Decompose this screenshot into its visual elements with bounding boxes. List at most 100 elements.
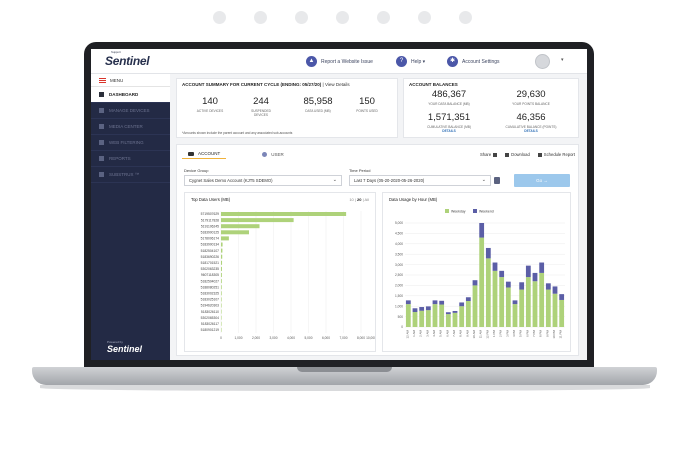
bar-weekday (512, 304, 518, 327)
laptop-notch (297, 367, 392, 372)
go-button[interactable]: Go → (514, 174, 570, 187)
bar-chart-icon (99, 92, 104, 97)
category-label: 5302063235 (201, 267, 220, 271)
download-icon (505, 152, 510, 157)
bar-weekday (465, 301, 471, 327)
tab-user[interactable]: USER (256, 150, 290, 159)
tick-label: 6 PM (525, 330, 529, 338)
bar (221, 212, 347, 216)
menu-toggle[interactable]: MENU (91, 74, 170, 87)
report-issue-label: Report a Website Issue (321, 58, 373, 65)
bar-weekend (492, 262, 498, 271)
sidebar-item-web-filtering[interactable]: WEB FILTERING (91, 135, 170, 151)
category-label: 5182504107 (201, 249, 220, 253)
device-group-select[interactable]: Cygnet Sales Demo Account (KJT5 SDEMO) ⌄ (184, 175, 342, 186)
bar (221, 260, 223, 265)
avatar[interactable] (535, 54, 550, 69)
tick-label: 10,000 (366, 336, 375, 340)
category-label: 5180901219 (201, 328, 220, 332)
toggle-all[interactable]: All (364, 197, 369, 202)
sidebar-item-substrux[interactable]: SUBSTRUX ™ (91, 167, 170, 183)
carousel-dot[interactable] (376, 11, 390, 24)
details-link[interactable]: DETAILS (524, 129, 538, 133)
balance-value: 1,571,351 (427, 112, 471, 123)
bar-weekend (452, 310, 458, 313)
bar-weekday (505, 287, 511, 327)
sidebar-item-label: SUBSTRUX ™ (109, 172, 140, 177)
sidebar-item-reports[interactable]: REPORTS (91, 151, 170, 167)
stat-label: DATA USED (MB) (305, 109, 331, 113)
carousel-dot[interactable] (335, 11, 349, 24)
chart-title: Top Data Users (MB) (191, 197, 231, 202)
download-button[interactable]: Download (505, 152, 530, 157)
sidebar-item-media-center[interactable]: MEDIA CENTER (91, 119, 170, 135)
cube-icon (99, 172, 104, 177)
hamburger-icon (99, 77, 106, 83)
category-label: 5183025107 (201, 298, 220, 302)
stat-label: SUSPENDED DEVICES (251, 109, 271, 117)
tick-label: 4,000 (395, 242, 403, 246)
details-link[interactable]: DETAILS (442, 129, 456, 133)
chevron-down-icon[interactable]: ▾ (561, 57, 564, 63)
carousel-dot[interactable] (212, 11, 226, 24)
bar (221, 266, 222, 271)
sidebar-footer-logo: Powered by Sentinel (107, 340, 142, 354)
stat-value: 140 (202, 96, 218, 107)
report-tabs: ACCOUNT USER (182, 148, 290, 160)
help-label: Help ▾ (411, 58, 426, 65)
schedule-report-button[interactable]: Schedule Report (537, 152, 575, 157)
category-label: 5719507629 (201, 212, 220, 216)
sidebar-item-dashboard[interactable]: DASHBOARD (91, 87, 170, 103)
view-details-link[interactable]: | View Details (322, 82, 350, 87)
bar-weekend (412, 308, 418, 313)
time-period-value: Last 7 Days (05-20-2020-05-26-2020) (354, 178, 425, 183)
balance-label: YOUR DATA BALANCE (MB) (428, 102, 470, 106)
tick-label: 1 AM (412, 330, 416, 337)
laptop-base (32, 367, 657, 385)
sidebar-item-manage-devices[interactable]: MANAGE DEVICES (91, 103, 170, 119)
toggle-20[interactable]: 20 (357, 197, 362, 202)
tab-account[interactable]: ACCOUNT (182, 149, 227, 159)
tick-label: 4,500 (395, 232, 403, 236)
top-data-users-card: Top Data Users (MB) 10 | 20 | All 571950… (184, 192, 376, 352)
report-issue-link[interactable]: ▲ Report a Website Issue (306, 55, 373, 68)
gear-icon: ✱ (447, 56, 458, 67)
help-icon: ? (396, 56, 407, 67)
category-label: 5183690226 (201, 255, 220, 259)
toggle-10[interactable]: 10 (349, 197, 354, 202)
logo-small-text: Support (111, 50, 121, 54)
carousel-dot[interactable] (294, 11, 308, 24)
account-settings-link[interactable]: ✱ Account Settings (447, 55, 500, 68)
report-icon (99, 156, 104, 161)
help-menu[interactable]: ? Help ▾ (396, 55, 425, 68)
tick-label: 3 AM (425, 330, 429, 337)
share-button[interactable]: Share (480, 152, 498, 157)
bar-weekend (439, 300, 445, 305)
carousel-dot[interactable] (417, 11, 431, 24)
chevron-down-icon: ⌄ (332, 177, 337, 183)
tick-label: 5 AM (439, 330, 443, 337)
app-screen: Support Sentinel ▲ Report a Website Issu… (91, 49, 587, 360)
main-content: ACCOUNT SUMMARY FOR CURRENT CYCLE (ENDIN… (170, 74, 587, 360)
bar-weekend (419, 307, 425, 311)
stat-value: 85,958 (303, 96, 333, 107)
bar-weekend (479, 223, 485, 238)
filter-icon (99, 140, 104, 145)
report-actions: Share Download Schedule Report (480, 152, 575, 157)
stat-value: 150 (359, 96, 375, 107)
bar-weekend (525, 265, 531, 278)
calendar-icon[interactable] (494, 177, 500, 184)
carousel-dot[interactable] (458, 11, 472, 24)
tick-label: 5 PM (519, 330, 523, 338)
app-logo[interactable]: Support Sentinel (105, 50, 150, 68)
tick-label: 8,000 (357, 336, 365, 340)
balance-label: CUMULATIVE BALANCE (MB) (427, 125, 471, 129)
bar-weekday (479, 237, 485, 327)
tick-label: 10 AM (472, 330, 476, 339)
carousel-dot[interactable] (253, 11, 267, 24)
media-icon (99, 124, 104, 129)
stat-data-used: 85,958 DATA USED (MB) (299, 96, 337, 113)
time-period-select[interactable]: Last 7 Days (05-20-2020-05-26-2020) ⌄ (349, 175, 491, 186)
category-label: 5194620303 (201, 304, 220, 308)
bar (221, 254, 223, 259)
